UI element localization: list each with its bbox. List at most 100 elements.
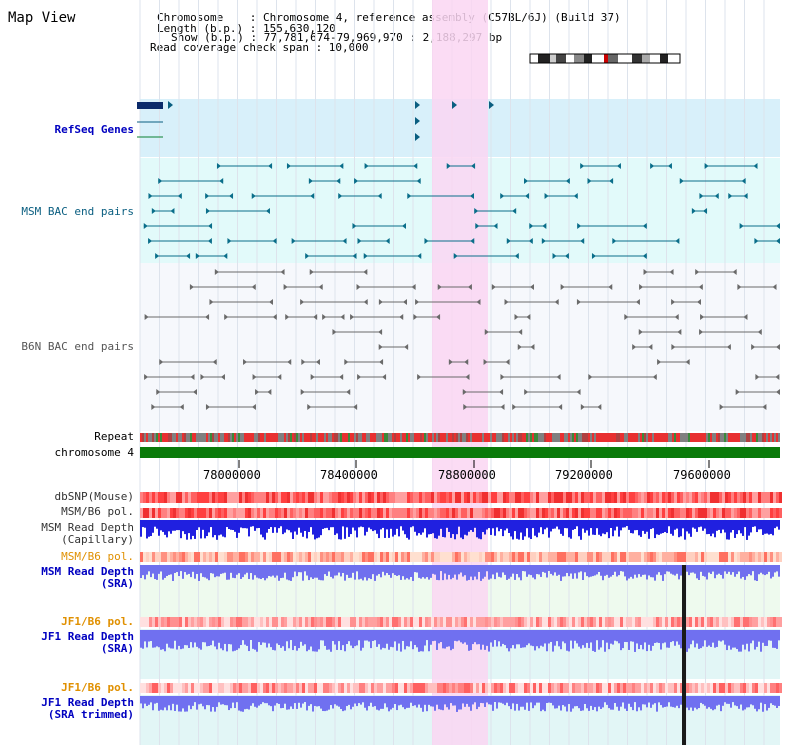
msm-b6-pol-cell xyxy=(140,508,143,518)
jf1-b6-pol-cell xyxy=(419,617,422,627)
jf1-sra-depth-bar xyxy=(198,630,200,649)
msm-sra-depth-bar xyxy=(178,565,180,577)
jf1-trim-depth-bar xyxy=(356,696,358,707)
msm-cap-depth-bar xyxy=(542,520,544,535)
repeat-segment xyxy=(490,433,492,442)
jf1-b6-pol2-cell xyxy=(623,683,626,693)
msm-cap-depth-bar xyxy=(140,520,142,537)
jf1-sra-depth-bar xyxy=(750,630,752,644)
jf1-b6-pol-cell xyxy=(503,617,506,627)
jf1-sra-depth-bar xyxy=(654,630,656,643)
msm-cap-depth-bar xyxy=(350,520,352,535)
msm-b6-pol2-cell xyxy=(296,552,299,562)
jf1-trim-depth-bar xyxy=(528,696,530,711)
dbsnp-cell xyxy=(449,492,452,503)
jf1-trim-depth-bar xyxy=(458,696,460,710)
b6n-bac-pair-end xyxy=(526,314,531,320)
jf1-sra-depth-bar xyxy=(566,630,568,651)
jf1-trim-depth-bar xyxy=(520,696,522,707)
repeat-segment xyxy=(500,433,502,442)
jf1-trim-depth-bar xyxy=(174,696,176,711)
b6n-bac-pair-end xyxy=(313,314,318,320)
repeat-segment xyxy=(146,433,148,442)
track-label-msm-bac[interactable]: MSM BAC end pairs xyxy=(21,205,134,218)
msm-sra-depth-bar xyxy=(430,565,432,578)
jf1-trim-depth-bar xyxy=(494,696,496,703)
track-label-refseq[interactable]: RefSeq Genes xyxy=(54,123,134,136)
msm-cap-depth-bar xyxy=(204,520,206,539)
repeat-segment xyxy=(738,433,740,442)
msm-b6-pol-cell xyxy=(389,508,392,518)
msm-b6-pol-cell xyxy=(257,508,260,518)
track-label-b6n-bac[interactable]: B6N BAC end pairs xyxy=(21,340,134,353)
jf1-sra-depth-bar xyxy=(170,630,172,649)
msm-sra-depth-bar xyxy=(468,565,470,580)
jf1-sra-depth-bar xyxy=(778,630,780,641)
repeat-segment xyxy=(730,433,732,442)
jf1-b6-pol-cell xyxy=(263,617,266,627)
msm-sra-depth-bar xyxy=(524,565,526,572)
dbsnp-cell xyxy=(488,492,491,503)
jf1-trim-depth-bar xyxy=(530,696,532,703)
jf1-b6-pol2-cell xyxy=(350,683,353,693)
msm-cap-depth-bar xyxy=(536,520,538,538)
jf1-b6-pol2-cell xyxy=(698,683,701,693)
msm-b6-pol-cell xyxy=(149,508,152,518)
repeat-segment xyxy=(236,433,238,442)
dbsnp-cell xyxy=(170,492,173,503)
jf1-trim-depth-bar xyxy=(688,696,690,711)
jf1-sra-depth-bar xyxy=(286,630,288,642)
repeat-segment xyxy=(198,433,200,442)
jf1-b6-pol-cell xyxy=(479,617,482,627)
jf1-sra-depth-bar xyxy=(544,630,546,644)
jf1-b6-pol2-cell xyxy=(242,683,245,693)
msm-sra-depth-bar xyxy=(532,565,534,578)
msm-cap-depth-bar xyxy=(670,520,672,534)
msm-sra-depth-bar xyxy=(750,565,752,576)
jf1-trim-depth-bar xyxy=(194,696,196,703)
jf1-sra-depth-bar xyxy=(260,630,262,645)
msm-b6-pol-cell xyxy=(488,508,491,518)
jf1-b6-pol2-cell xyxy=(251,683,254,693)
jf1-trim-depth-bar xyxy=(442,696,444,711)
repeat-segment xyxy=(622,433,624,442)
msm-sra-depth-bar xyxy=(310,565,312,578)
jf1-sra-depth-bar xyxy=(320,630,322,641)
jf1-trim-depth-bar xyxy=(718,696,720,705)
b6n-bac-pair-end xyxy=(363,269,368,275)
jf1-sra-depth-bar xyxy=(686,630,688,652)
msm-cap-depth-bar xyxy=(306,520,308,539)
msm-bac-pair-end xyxy=(741,178,746,184)
jf1-b6-pol-cell xyxy=(332,617,335,627)
msm-sra-depth-bar xyxy=(502,565,504,573)
dbsnp-cell xyxy=(293,492,296,503)
jf1-trim-depth-bar xyxy=(408,696,410,708)
repeat-segment xyxy=(542,433,544,442)
msm-b6-pol-cell xyxy=(284,508,287,518)
msm-cap-depth-bar xyxy=(590,520,592,529)
jf1-b6-pol2-cell xyxy=(257,683,260,693)
jf1-b6-pol-cell xyxy=(773,617,776,627)
msm-b6-pol2-cell xyxy=(701,552,704,562)
msm-cap-depth-bar xyxy=(216,520,218,540)
jf1-b6-pol-cell xyxy=(386,617,389,627)
dbsnp-cell xyxy=(311,492,314,503)
repeat-segment xyxy=(518,433,520,442)
jf1-sra-depth-bar xyxy=(292,630,294,651)
msm-b6-pol-cell xyxy=(695,508,698,518)
msm-cap-depth-bar xyxy=(712,520,714,534)
repeat-segment xyxy=(434,433,436,442)
msm-b6-pol-cell xyxy=(755,508,758,518)
msm-b6-pol2-cell xyxy=(521,552,524,562)
repeat-segment xyxy=(464,433,466,442)
dbsnp-cell xyxy=(263,492,266,503)
msm-b6-pol-cell xyxy=(356,508,359,518)
msm-b6-pol-cell xyxy=(764,508,767,518)
msm-sra-depth-bar xyxy=(262,565,264,578)
repeat-segment xyxy=(346,433,348,442)
jf1-sra-depth-bar xyxy=(578,630,580,647)
msm-cap-depth-bar xyxy=(596,520,598,529)
msm-b6-pol2-cell xyxy=(617,552,620,562)
msm-bac-pair-end xyxy=(148,193,153,199)
